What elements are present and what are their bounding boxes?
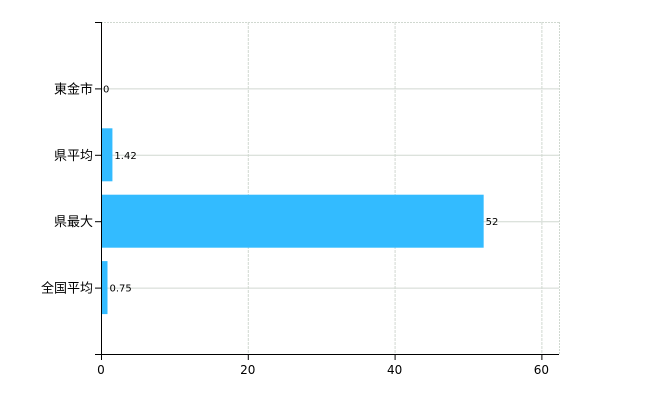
bar [102, 261, 108, 315]
category-label: 東金市 [54, 81, 93, 97]
data-label: 52 [486, 217, 499, 228]
labels: 0 東金市 1.42 県平均 52 県最大 0.75 全国平均 0 20 40 60 [41, 81, 549, 377]
bar [102, 128, 113, 182]
category-label: 県最大 [54, 215, 93, 230]
data-label: 0.75 [110, 284, 132, 295]
data-label: 0 [103, 84, 109, 95]
category-label: 県平均 [54, 149, 93, 164]
bars [102, 128, 484, 315]
x-tick-label: 20 [240, 363, 255, 377]
x-tick-label: 0 [97, 363, 105, 377]
category-label: 全国平均 [41, 281, 93, 297]
x-tick-label: 60 [534, 363, 549, 377]
grid [101, 22, 560, 354]
bar [102, 194, 484, 248]
data-label: 1.42 [114, 151, 136, 162]
axes [95, 22, 559, 360]
x-tick-label: 40 [387, 363, 402, 377]
